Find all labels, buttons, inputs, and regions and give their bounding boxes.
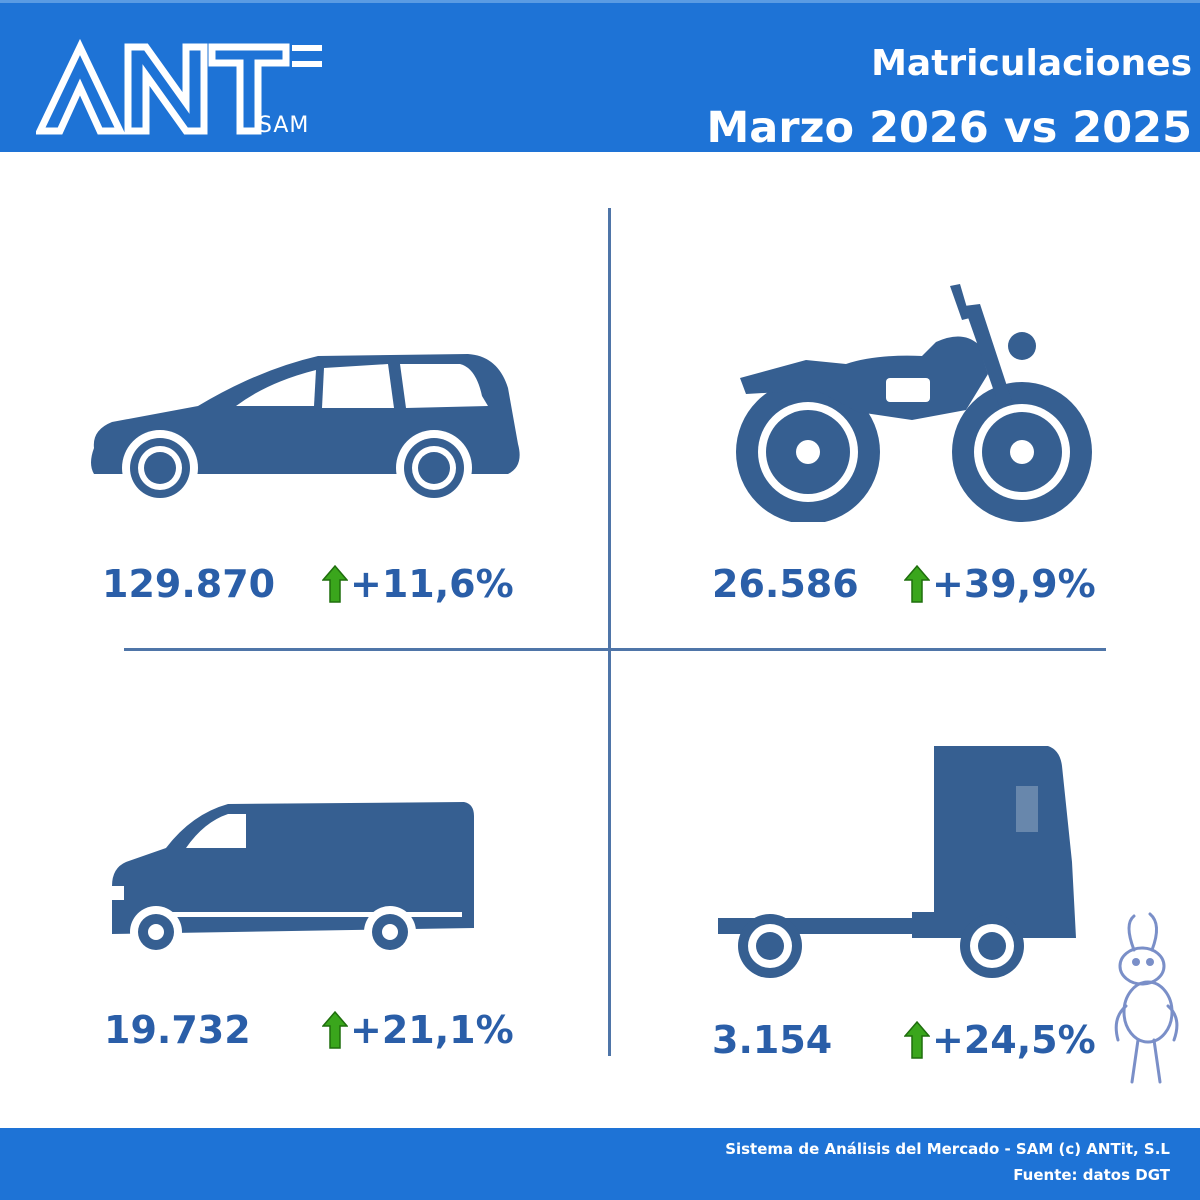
car-change-text: +11,6% xyxy=(350,562,514,606)
motorcycle-change-badge: +39,9% xyxy=(904,562,1096,606)
motorcycle-registrations-value: 26.586 xyxy=(712,562,859,606)
header-banner: SAM Matriculaciones Marzo 2026 vs 2025 xyxy=(0,0,1200,153)
arrow-up-icon xyxy=(904,564,930,603)
footer-banner: Sistema de Análisis del Mercado - SAM (c… xyxy=(0,1128,1200,1200)
car-icon xyxy=(91,354,520,506)
truck-registrations-value: 3.154 xyxy=(712,1018,833,1062)
horizontal-divider xyxy=(124,648,1106,651)
footer-credit: Sistema de Análisis del Mercado - SAM (c… xyxy=(725,1140,1170,1158)
van-registrations-value: 19.732 xyxy=(104,1008,251,1052)
van-icon xyxy=(112,802,474,956)
arrow-up-icon xyxy=(904,1020,930,1059)
car-registrations-value: 129.870 xyxy=(102,562,276,606)
motorcycle-icon xyxy=(736,284,1092,522)
car-change-badge: +11,6% xyxy=(322,562,514,606)
page-subtitle: Marzo 2026 vs 2025 xyxy=(706,103,1192,153)
truck-icon xyxy=(718,746,1076,978)
page-title: Matriculaciones xyxy=(871,43,1192,84)
logo-sam-text: SAM xyxy=(258,113,310,138)
arrow-up-icon xyxy=(322,564,348,603)
ant-mascot-icon xyxy=(1114,912,1179,1084)
footer-source: Fuente: datos DGT xyxy=(1013,1166,1170,1184)
ant-logo xyxy=(36,39,322,135)
motorcycle-change-text: +39,9% xyxy=(932,562,1096,606)
van-change-badge: +21,1% xyxy=(322,1008,514,1052)
arrow-up-icon xyxy=(322,1010,348,1049)
truck-change-text: +24,5% xyxy=(932,1018,1096,1062)
vertical-divider xyxy=(608,208,611,1056)
van-change-text: +21,1% xyxy=(350,1008,514,1052)
truck-change-badge: +24,5% xyxy=(904,1018,1096,1062)
